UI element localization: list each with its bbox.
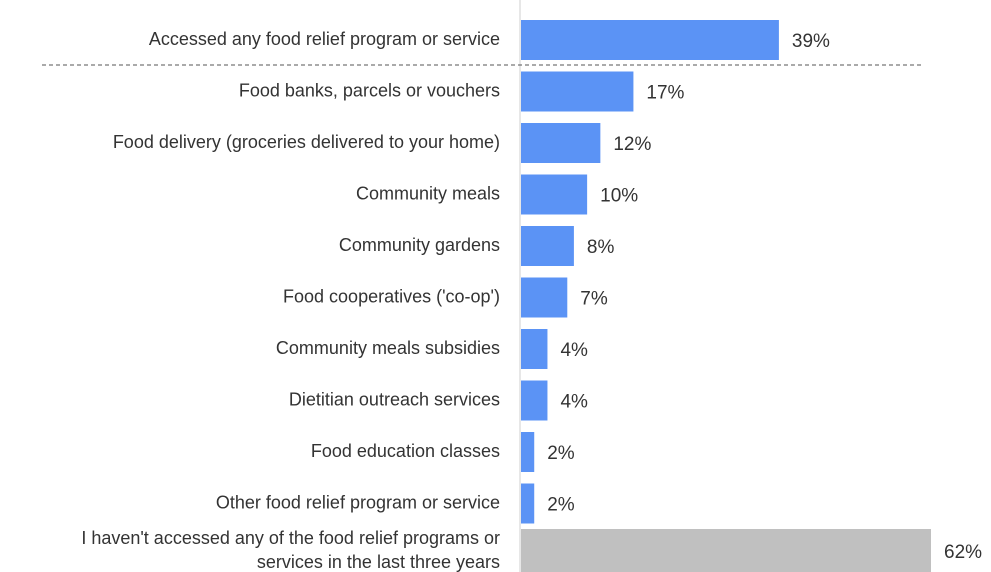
category-label-10: I haven't accessed any of the food relie… <box>81 528 500 572</box>
bar-1 <box>521 71 634 112</box>
bar-7 <box>521 380 548 421</box>
value-label-4: 8% <box>587 237 615 258</box>
value-label-6: 4% <box>560 340 588 361</box>
category-label-7: Dietitian outreach services <box>289 389 500 409</box>
value-label-1: 17% <box>646 83 684 104</box>
bar-8 <box>521 432 535 472</box>
value-label-0: 39% <box>792 31 830 52</box>
value-label-5: 7% <box>580 289 608 310</box>
category-label-8: Food education classes <box>311 441 500 461</box>
bar-9 <box>521 483 535 524</box>
bar-0 <box>521 20 779 60</box>
category-label-5: Food cooperatives ('co-op') <box>283 286 500 306</box>
value-label-7: 4% <box>560 392 588 413</box>
value-label-8: 2% <box>547 443 575 464</box>
category-label-3: Community meals <box>356 183 500 203</box>
value-label-2: 12% <box>613 134 651 155</box>
value-label-9: 2% <box>547 495 575 516</box>
category-label-6: Community meals subsidies <box>276 338 500 358</box>
category-label-0: Accessed any food relief program or serv… <box>149 29 500 49</box>
bar-6 <box>521 329 548 369</box>
bar-2 <box>521 123 601 163</box>
category-label-9: Other food relief program or service <box>216 492 500 512</box>
category-label-1: Food banks, parcels or vouchers <box>239 80 500 100</box>
value-label-10: 62% <box>944 542 982 563</box>
category-label-2: Food delivery (groceries delivered to yo… <box>113 132 500 152</box>
bar-3 <box>521 174 588 215</box>
bar-10 <box>521 529 931 572</box>
bar-4 <box>521 226 574 266</box>
category-label-4: Community gardens <box>339 235 500 255</box>
value-label-3: 10% <box>600 186 638 207</box>
bar-5 <box>521 277 568 318</box>
